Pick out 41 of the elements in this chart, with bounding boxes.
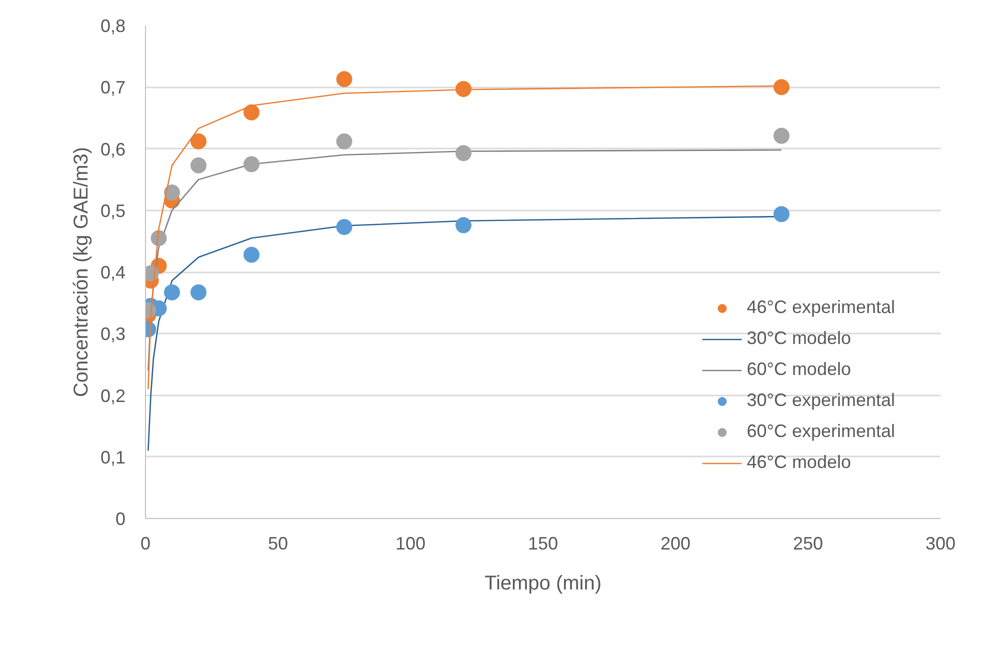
point — [244, 156, 260, 172]
point — [456, 80, 472, 97]
legend-label: 46°C modelo — [746, 452, 851, 473]
x-tick-label: 200 — [660, 534, 691, 554]
point — [190, 133, 206, 150]
legend-label: 60°C modelo — [746, 359, 851, 380]
point — [456, 217, 472, 234]
y-tick-label: 0,1 — [100, 447, 126, 468]
point — [190, 284, 206, 300]
x-tick-label: 250 — [792, 534, 824, 554]
legend-label: 30°C experimental — [746, 390, 895, 411]
y-tick-label: 0,7 — [100, 78, 126, 98]
point — [244, 104, 260, 120]
point — [336, 71, 352, 88]
x-tick-label: 150 — [528, 534, 558, 554]
y-tick-label: 0,5 — [100, 200, 126, 221]
y-axis-title: Concentración (kg GAE/m3) — [70, 146, 92, 398]
point — [456, 145, 472, 162]
y-tick-label: 0 — [115, 509, 126, 529]
x-tick-label: 300 — [925, 534, 956, 554]
point — [774, 206, 790, 222]
point — [774, 79, 790, 96]
legend-label: 60°C experimental — [746, 421, 895, 442]
x-axis-title: Tiempo (min) — [484, 572, 602, 594]
y-tick-label: 0,2 — [100, 386, 126, 406]
x-tick-label: 50 — [268, 534, 288, 554]
point — [336, 133, 352, 150]
y-tick-label: 0,8 — [100, 16, 126, 36]
point — [164, 284, 180, 300]
y-tick-label: 0,4 — [100, 262, 126, 282]
x-tick-label: 100 — [395, 534, 426, 554]
legend-label: 46°C experimental — [746, 297, 895, 318]
legend-label: 30°C modelo — [746, 328, 851, 349]
point — [336, 219, 352, 235]
point — [164, 184, 180, 200]
y-tick-label: 0,3 — [100, 324, 126, 344]
point — [774, 128, 790, 144]
point — [244, 246, 260, 263]
x-tick-label: 0 — [140, 534, 151, 554]
y-tick-label: 0,6 — [100, 139, 126, 160]
point — [190, 157, 206, 174]
